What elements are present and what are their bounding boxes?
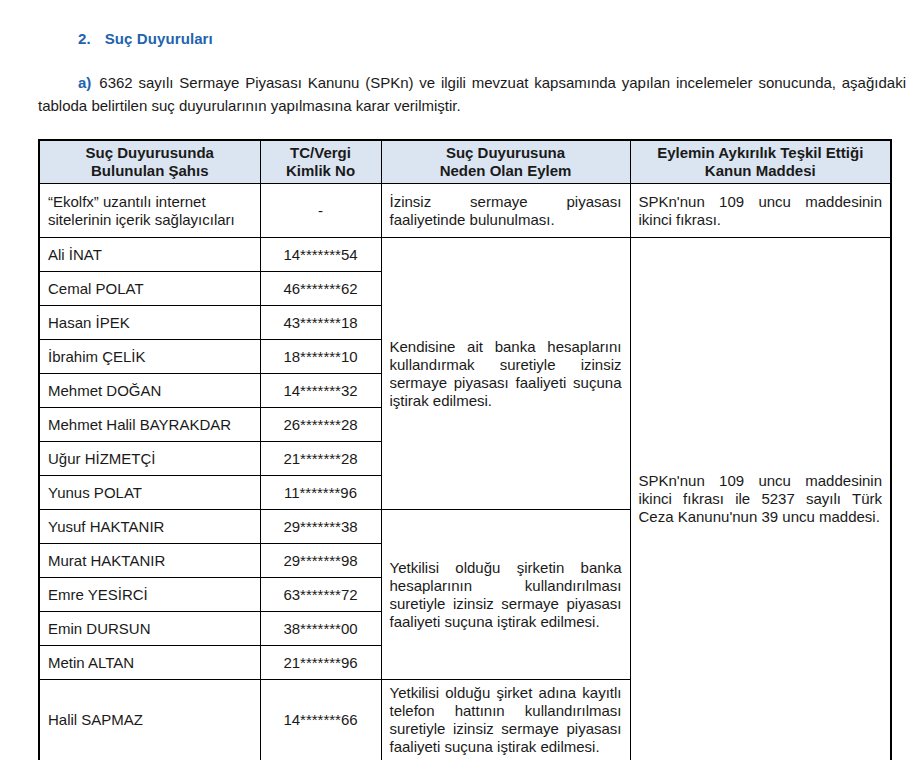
intro-paragraph: a)6362 sayılı Sermaye Piyasası Kanunu (S… xyxy=(38,71,906,117)
action-cell: Yetkilisi olduğu şirket adına kayıtlı te… xyxy=(381,680,630,760)
law-cell-merged: SPKn'nun 109 uncu maddesinin ikinci fıkr… xyxy=(630,238,891,760)
person-cell: Murat HAKTANIR xyxy=(39,544,260,578)
header-id: TC/Vergi Kimlik No xyxy=(260,140,381,184)
person-cell: “Ekolfx” uzantılı internet sitelerinin i… xyxy=(39,184,260,238)
person-cell: Metin ALTAN xyxy=(39,646,260,680)
id-cell: 43*******18 xyxy=(260,306,381,340)
id-cell: 29*******38 xyxy=(260,510,381,544)
person-cell: Halil SAPMAZ xyxy=(39,680,260,760)
person-cell: İbrahim ÇELİK xyxy=(39,340,260,374)
intro-text: 6362 sayılı Sermaye Piyasası Kanunu (SPK… xyxy=(38,74,906,114)
id-cell: 14*******32 xyxy=(260,374,381,408)
person-cell: Mehmet DOĞAN xyxy=(39,374,260,408)
id-cell: 21*******28 xyxy=(260,442,381,476)
document-page: 2. Suç Duyuruları a)6362 sayılı Sermaye P… xyxy=(0,0,922,760)
section-number: 2. xyxy=(78,30,91,47)
table-row: Ali İNAT 14*******54 Kendisine ait banka… xyxy=(39,238,891,272)
person-cell: Mehmet Halil BAYRAKDAR xyxy=(39,408,260,442)
action-cell: İzinsiz sermaye piyasası faaliyetinde bu… xyxy=(381,184,630,238)
header-action: Suç Duyurusuna Neden Olan Eylem xyxy=(381,140,630,184)
action-cell-merged: Kendisine ait banka hesaplarını kullandı… xyxy=(381,238,630,510)
table-header-row: Suç Duyurusunda Bulunulan Şahıs TC/Vergi… xyxy=(39,140,891,184)
action-cell-merged: Yetkilisi olduğu şirketin banka hesaplar… xyxy=(381,510,630,680)
intro-item-label: a) xyxy=(78,74,91,91)
person-cell: Yunus POLAT xyxy=(39,476,260,510)
id-cell: 21*******96 xyxy=(260,646,381,680)
id-cell: 29*******98 xyxy=(260,544,381,578)
table-row: “Ekolfx” uzantılı internet sitelerinin i… xyxy=(39,184,891,238)
criminal-complaints-table: Suç Duyurusunda Bulunulan Şahıs TC/Vergi… xyxy=(38,139,892,760)
id-cell: 11*******96 xyxy=(260,476,381,510)
id-cell: 63*******72 xyxy=(260,578,381,612)
id-cell: 18*******10 xyxy=(260,340,381,374)
id-cell: 14*******54 xyxy=(260,238,381,272)
header-law: Eylemin Aykırılık Teşkil Ettiği Kanun Ma… xyxy=(630,140,891,184)
law-cell: SPKn'nun 109 uncu maddesinin ikinci fıkr… xyxy=(630,184,891,238)
person-cell: Cemal POLAT xyxy=(39,272,260,306)
header-person: Suç Duyurusunda Bulunulan Şahıs xyxy=(39,140,260,184)
id-cell: 38*******00 xyxy=(260,612,381,646)
id-cell: 46*******62 xyxy=(260,272,381,306)
person-cell: Hasan İPEK xyxy=(39,306,260,340)
id-cell: 14*******66 xyxy=(260,680,381,760)
person-cell: Uğur HİZMETÇİ xyxy=(39,442,260,476)
person-cell: Emre YESİRCİ xyxy=(39,578,260,612)
section-heading: 2. Suç Duyuruları xyxy=(38,30,892,47)
person-cell: Ali İNAT xyxy=(39,238,260,272)
person-cell: Yusuf HAKTANIR xyxy=(39,510,260,544)
person-cell: Emin DURSUN xyxy=(39,612,260,646)
section-title: Suç Duyuruları xyxy=(105,30,213,47)
id-cell: - xyxy=(260,184,381,238)
id-cell: 26*******28 xyxy=(260,408,381,442)
